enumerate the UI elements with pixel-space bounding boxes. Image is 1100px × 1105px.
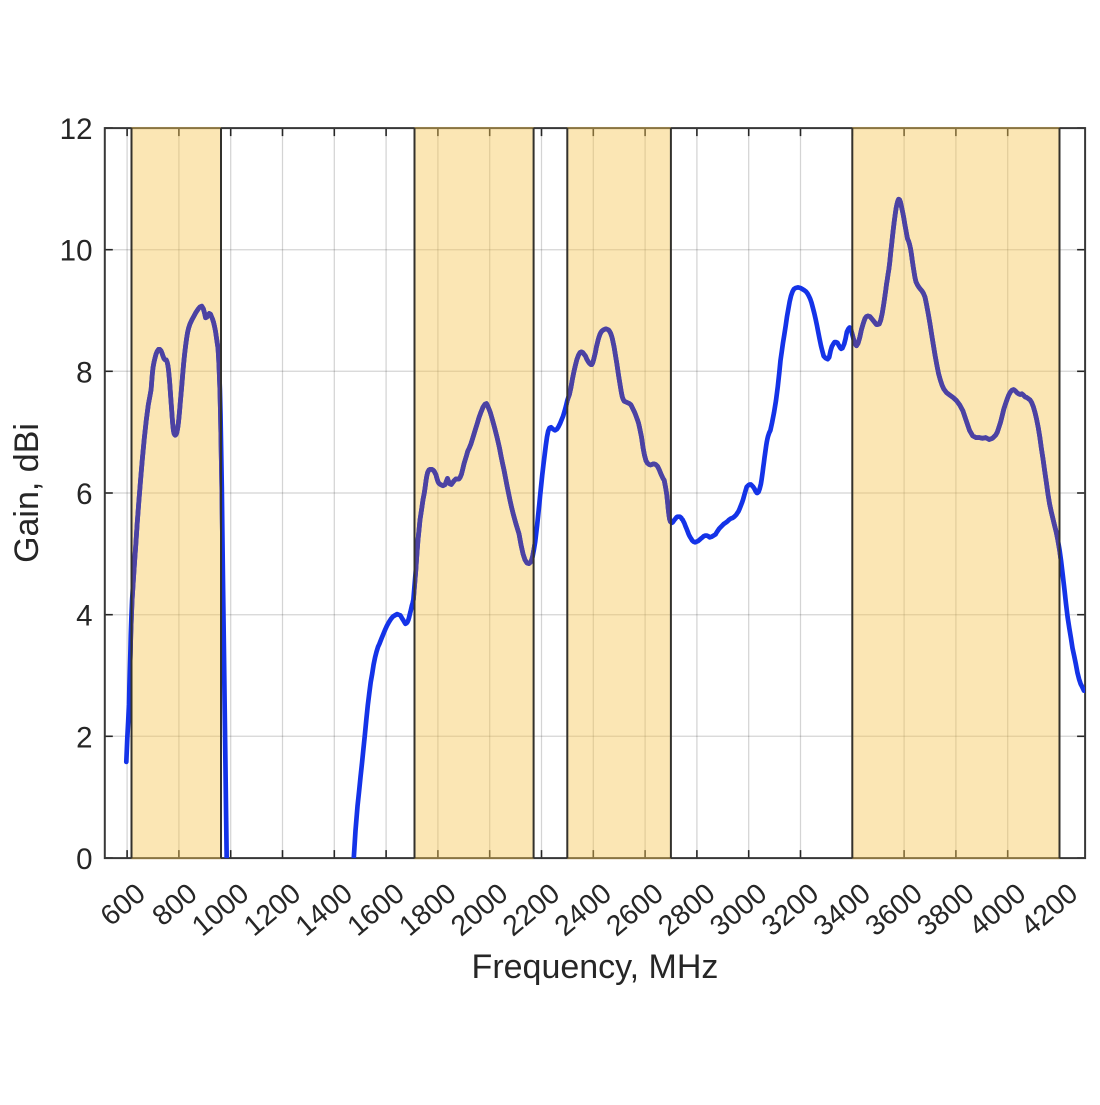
svg-text:8: 8 [76, 356, 92, 389]
svg-text:0: 0 [76, 843, 92, 876]
svg-text:10: 10 [60, 235, 93, 268]
svg-text:Gain, dBi: Gain, dBi [8, 423, 46, 563]
svg-text:6: 6 [76, 478, 92, 511]
svg-text:Frequency, MHz: Frequency, MHz [472, 948, 719, 986]
svg-text:12: 12 [60, 113, 93, 146]
svg-text:4: 4 [76, 600, 92, 633]
svg-text:2: 2 [76, 721, 92, 754]
